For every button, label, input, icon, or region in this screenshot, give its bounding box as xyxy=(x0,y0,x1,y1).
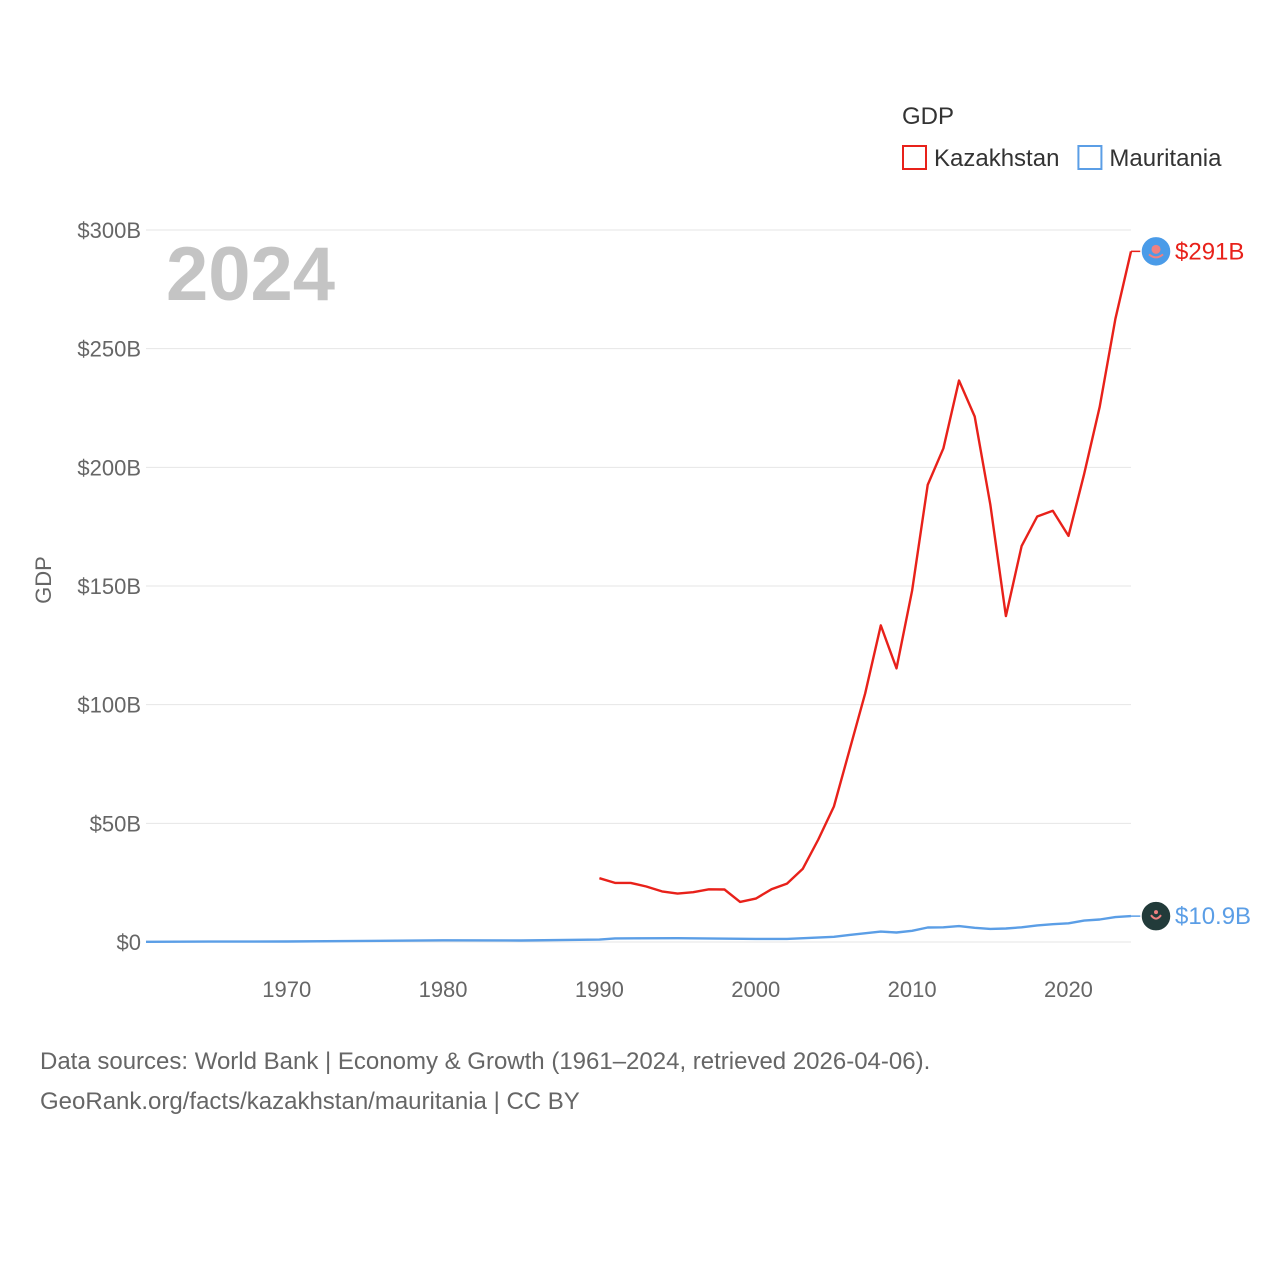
legend-title: GDP xyxy=(902,103,954,130)
mauritania-flag-icon xyxy=(1140,900,1172,932)
x-tick-label: 2020 xyxy=(1044,977,1093,1002)
grid-lines xyxy=(146,229,1131,943)
footer-sources: Data sources: World Bank | Economy & Gro… xyxy=(40,1048,931,1075)
end-labels: $291B $10.9B xyxy=(1131,235,1251,932)
y-axis-ticks: $0 $50B $100B $150B $200B $250B $300B xyxy=(77,218,141,955)
footer-attribution: GeoRank.org/facts/kazakhstan/mauritania … xyxy=(40,1088,580,1115)
y-tick-label: $100B xyxy=(77,693,141,718)
footer: Data sources: World Bank | Economy & Gro… xyxy=(40,1042,930,1122)
y-tick-label: $250B xyxy=(77,337,141,362)
legend: GDP Kazakhstan Mauritania xyxy=(902,103,1222,172)
kazakhstan-flag-icon xyxy=(1140,235,1172,268)
x-tick-label: 1970 xyxy=(262,977,311,1002)
legend-swatch xyxy=(1077,145,1103,170)
series-line-mauritania xyxy=(145,914,1132,943)
legend-label: Kazakhstan xyxy=(934,145,1059,172)
series-line-kazakhstan xyxy=(599,251,1133,904)
year-overlay: 2024 xyxy=(166,232,335,317)
y-axis-title: GDP xyxy=(31,556,56,604)
x-tick-label: 1980 xyxy=(419,977,468,1002)
x-tick-label: 2000 xyxy=(731,977,780,1002)
end-label-kazakhstan: $291B xyxy=(1175,238,1244,265)
y-tick-label: $300B xyxy=(77,218,141,243)
legend-item-mauritania[interactable]: Mauritania xyxy=(1077,145,1222,172)
legend-items: Kazakhstan Mauritania xyxy=(902,145,1222,172)
y-tick-label: $150B xyxy=(77,574,141,599)
legend-item-kazakhstan[interactable]: Kazakhstan xyxy=(902,145,1059,172)
end-label-mauritania: $10.9B xyxy=(1175,903,1251,930)
series-lines xyxy=(145,251,1133,943)
x-tick-label: 2010 xyxy=(888,977,937,1002)
y-tick-label: $200B xyxy=(77,455,141,480)
y-tick-label: $0 xyxy=(117,930,141,955)
legend-swatch xyxy=(902,145,927,170)
x-tick-label: 1990 xyxy=(575,977,624,1002)
y-tick-label: $50B xyxy=(90,811,141,836)
legend-label: Mauritania xyxy=(1109,145,1222,172)
x-axis-ticks: 1970 1980 1990 2000 2010 2020 xyxy=(262,977,1093,1002)
